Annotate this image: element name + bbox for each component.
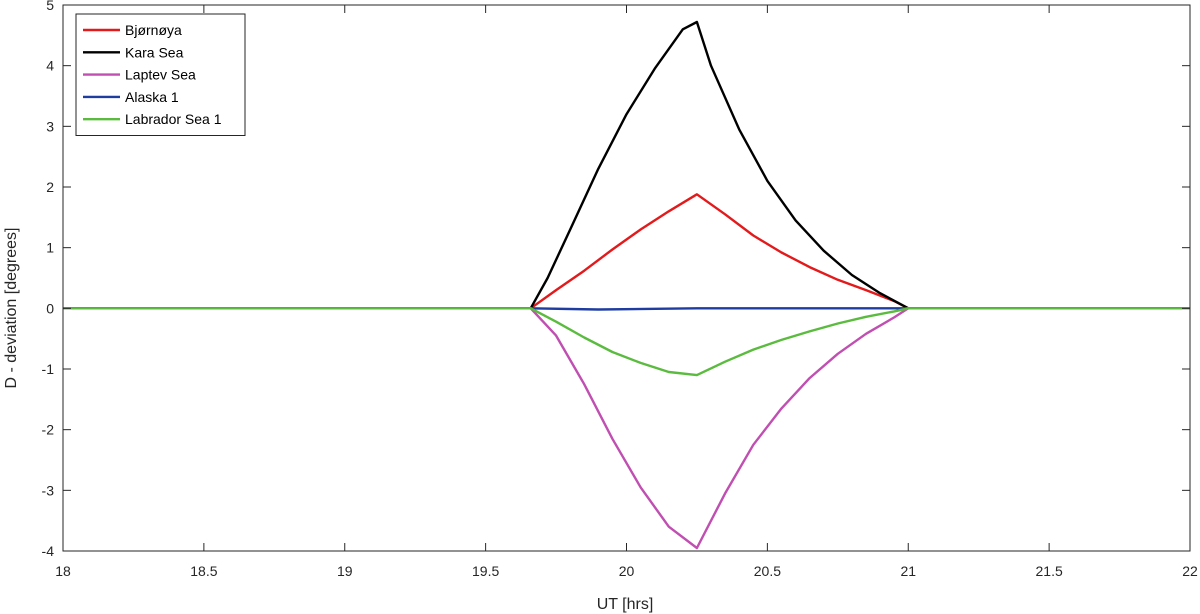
legend-label: Bjørnøya	[125, 22, 182, 38]
x-tick-label: 21	[900, 563, 916, 579]
x-tick-label: 20.5	[754, 563, 781, 579]
series-line-1	[63, 20, 1190, 310]
legend: Bjørnøya Kara Sea Laptev Sea Alaska 1 Labrad…	[75, 13, 246, 136]
y-tick-label: -3	[42, 482, 55, 498]
x-tick-label: 18	[55, 563, 71, 579]
y-tick-label: 2	[46, 179, 54, 195]
x-tick-label: 19	[337, 563, 353, 579]
x-tick-label: 20	[619, 563, 635, 579]
y-tick-label: -1	[42, 361, 55, 377]
series-line-4	[63, 307, 1190, 377]
legend-label: Labrador Sea 1	[125, 111, 222, 127]
legend-label: Laptev Sea	[125, 67, 196, 83]
y-tick-label: 5	[46, 0, 54, 13]
legend-label: Alaska 1	[125, 89, 179, 105]
y-tick-label: -4	[42, 543, 55, 559]
y-tick-label: 1	[46, 240, 54, 256]
series-line-0	[63, 193, 1190, 310]
y-tick-label: 0	[46, 300, 54, 316]
x-tick-label: 21.5	[1036, 563, 1063, 579]
x-tick-label: 18.5	[190, 563, 217, 579]
series-line-2	[63, 307, 1190, 550]
x-tick-label: 22	[1182, 563, 1198, 579]
plot-area	[63, 20, 1190, 550]
legend-label: Kara Sea	[125, 44, 184, 60]
axes: 18 18.5 19 19.5 20 20.5 21 21.5 22 -4 -3 -2 -1 0 1 2 3 4 5	[42, 0, 1198, 579]
y-tick-label: 4	[46, 58, 54, 74]
x-tick-label: 19.5	[472, 563, 499, 579]
y-tick-label: 3	[46, 118, 54, 134]
y-axis-title: D - deviation [degrees]	[3, 228, 20, 389]
y-tick-label: -2	[42, 422, 55, 438]
x-axis-title: UT [hrs]	[597, 596, 654, 613]
